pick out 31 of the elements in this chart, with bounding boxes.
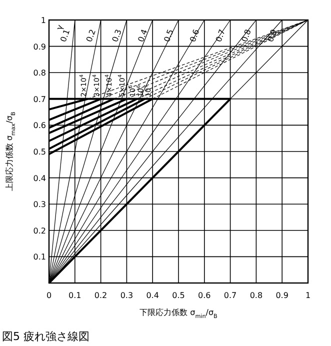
x-tick-label: 0.7: [224, 291, 237, 300]
x-tick-label: 0: [46, 291, 52, 300]
x-tick-label: 0.1: [68, 291, 82, 300]
annotation: 0.8: [240, 28, 253, 44]
y-tick-label: 0.9: [33, 42, 46, 52]
annotation: 0.4: [136, 28, 150, 44]
x-tick-label: 0.3: [120, 291, 134, 300]
y-tick-label: 0.7: [33, 94, 46, 104]
y-tick-label: 0.6: [33, 121, 46, 130]
y-tick-label: 0.5: [33, 148, 46, 156]
y-tick-label: 0.1: [33, 252, 46, 262]
y-tick-label: 0.2: [33, 226, 46, 236]
x-tick-label: 0.6: [198, 291, 211, 300]
y-tick-label: 0.8: [33, 68, 46, 78]
text: 図5 疲れ強さ線図: [2, 330, 90, 343]
x-tick-label: 0.4: [146, 291, 159, 300]
x-tick-label: 1: [305, 291, 311, 300]
annotation: 0.7: [214, 28, 227, 44]
y-tick-label: 0.3: [33, 200, 46, 210]
annotation: 0.2: [84, 28, 98, 44]
annotation: 0.9: [266, 28, 279, 44]
y-tick-label: 0.4: [33, 174, 46, 183]
x-axis-title: 下限応力係数 σ$_{min}$/σ$_{B}$: [140, 308, 218, 320]
annotation: 0.6: [188, 28, 202, 44]
x-tick-label: 0.5: [172, 291, 185, 300]
x-tick-label: 0.8: [250, 291, 263, 300]
annotation: 0.3: [110, 28, 124, 44]
x-tick-label: 0.9: [276, 291, 288, 300]
y-tick-label: 1: [40, 16, 46, 25]
annotation: 0.5: [162, 28, 176, 44]
x-tick-label: 0.2: [94, 291, 108, 300]
